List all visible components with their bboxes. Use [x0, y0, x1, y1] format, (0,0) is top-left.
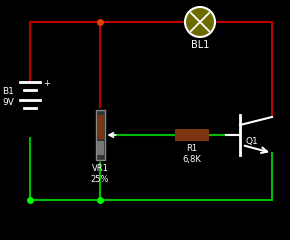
- Text: Q1: Q1: [246, 137, 259, 146]
- Text: BL1: BL1: [191, 40, 209, 50]
- Text: +: +: [43, 79, 50, 89]
- Text: R1
6,8K: R1 6,8K: [183, 144, 202, 164]
- Bar: [95, 110, 104, 160]
- Circle shape: [185, 7, 215, 37]
- Text: B1
9V: B1 9V: [2, 87, 14, 108]
- Text: VR1
25%: VR1 25%: [91, 164, 109, 184]
- Bar: [97, 141, 104, 155]
- Bar: [97, 115, 104, 139]
- Bar: [175, 129, 209, 141]
